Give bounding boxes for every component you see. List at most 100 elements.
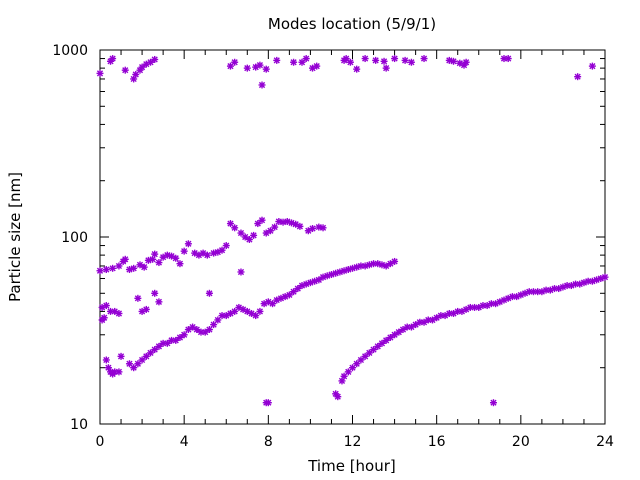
- data-point: [504, 55, 512, 63]
- data-point: [260, 300, 268, 308]
- data-point: [256, 307, 264, 315]
- data-point: [115, 262, 123, 270]
- data-point: [117, 352, 125, 360]
- data-point: [250, 231, 258, 239]
- data-point: [273, 56, 281, 64]
- data-points: [96, 55, 609, 407]
- data-point: [172, 336, 180, 344]
- data-point: [218, 246, 226, 254]
- data-point: [109, 264, 117, 272]
- data-point: [102, 356, 110, 364]
- data-point: [296, 222, 304, 230]
- data-point: [163, 339, 171, 347]
- data-point: [155, 342, 163, 350]
- data-point: [142, 305, 150, 313]
- data-point: [420, 55, 428, 63]
- data-point: [407, 58, 415, 66]
- data-point: [205, 289, 213, 297]
- chart-title: Modes location (5/9/1): [268, 15, 436, 33]
- data-point: [344, 368, 352, 376]
- y-tick-label: 100: [61, 230, 88, 246]
- x-tick-label: 12: [344, 434, 362, 450]
- x-tick-label: 0: [96, 434, 105, 450]
- data-point: [601, 273, 609, 281]
- data-point: [382, 336, 390, 344]
- data-point: [319, 224, 327, 232]
- data-point: [462, 58, 470, 66]
- data-point: [140, 263, 148, 271]
- data-point: [138, 63, 146, 71]
- data-point: [184, 240, 192, 248]
- data-point: [222, 242, 230, 250]
- data-point: [109, 55, 117, 63]
- data-point: [294, 285, 302, 293]
- data-point: [313, 62, 321, 70]
- axis-ticks: [99, 49, 606, 425]
- data-point: [290, 288, 298, 296]
- x-axis-label: Time [hour]: [307, 457, 396, 475]
- data-point: [420, 318, 428, 326]
- data-point: [407, 323, 415, 331]
- data-point: [346, 58, 354, 66]
- data-point: [391, 55, 399, 63]
- x-tick-label: 4: [180, 434, 189, 450]
- data-point: [374, 342, 382, 350]
- data-point: [180, 247, 188, 255]
- data-point: [100, 314, 108, 322]
- data-point: [380, 57, 388, 65]
- data-point: [151, 55, 159, 63]
- data-point: [189, 323, 197, 331]
- data-point: [391, 331, 399, 339]
- data-point: [401, 56, 409, 64]
- y-axis-label: Particle size [nm]: [6, 172, 24, 302]
- data-point: [334, 393, 342, 401]
- data-point: [151, 250, 159, 258]
- x-tick-label: 8: [264, 434, 273, 450]
- data-point: [231, 224, 239, 232]
- data-point: [574, 73, 582, 81]
- data-point: [302, 55, 310, 63]
- data-point: [382, 64, 390, 72]
- data-point: [264, 399, 272, 407]
- data-point: [203, 251, 211, 259]
- data-point: [102, 302, 110, 310]
- data-point: [226, 220, 234, 228]
- data-point: [115, 309, 123, 317]
- data-point: [258, 81, 266, 89]
- data-point: [193, 326, 201, 334]
- data-point: [258, 216, 266, 224]
- data-point: [391, 257, 399, 265]
- data-point: [290, 58, 298, 66]
- data-point: [271, 223, 279, 231]
- y-tick-label: 1000: [52, 43, 88, 59]
- data-point: [237, 268, 245, 276]
- data-point: [130, 264, 138, 272]
- data-point: [372, 56, 380, 64]
- data-point: [180, 331, 188, 339]
- data-point: [96, 69, 104, 77]
- data-point: [121, 255, 129, 263]
- data-point: [151, 346, 159, 354]
- data-point: [262, 65, 270, 73]
- data-point: [370, 346, 378, 354]
- data-point: [205, 326, 213, 334]
- data-point: [361, 55, 369, 63]
- data-point: [378, 339, 386, 347]
- y-tick-label: 10: [70, 417, 88, 433]
- data-point: [121, 66, 129, 74]
- data-point: [365, 349, 373, 357]
- x-tick-label: 16: [428, 434, 446, 450]
- axis-tick-labels: 0 4 8 12 16 20 24 10 100 1000: [52, 43, 614, 450]
- data-point: [231, 58, 239, 66]
- data-point: [201, 328, 209, 336]
- data-point: [588, 277, 596, 285]
- data-point: [256, 61, 264, 69]
- data-point: [237, 229, 245, 237]
- data-point: [134, 294, 142, 302]
- data-point: [115, 368, 123, 376]
- data-point: [172, 254, 180, 262]
- data-point: [309, 225, 317, 233]
- data-point: [353, 65, 361, 73]
- data-point: [176, 260, 184, 268]
